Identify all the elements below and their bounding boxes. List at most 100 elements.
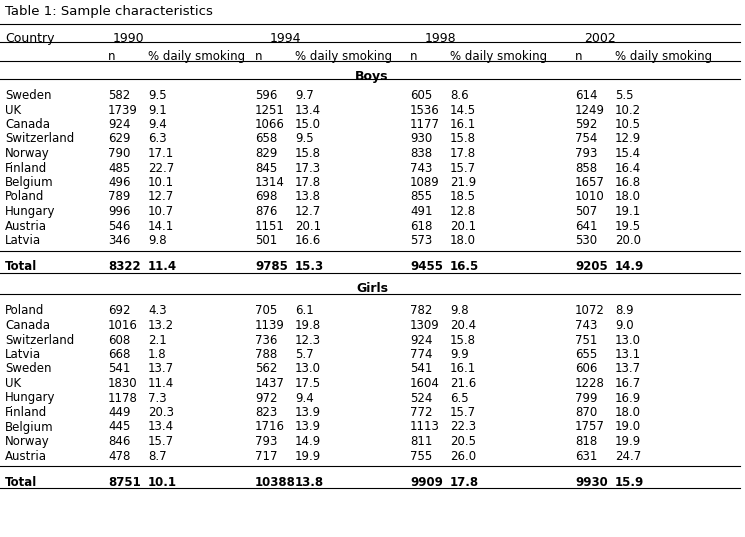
Text: 20.1: 20.1: [295, 220, 321, 233]
Text: 496: 496: [108, 176, 130, 189]
Text: 5.5: 5.5: [615, 89, 633, 102]
Text: 6.3: 6.3: [148, 133, 167, 146]
Text: 772: 772: [410, 406, 433, 419]
Text: 9.0: 9.0: [615, 319, 634, 332]
Text: Norway: Norway: [5, 435, 50, 448]
Text: 14.5: 14.5: [450, 104, 476, 117]
Text: 17.8: 17.8: [295, 176, 321, 189]
Text: Country: Country: [5, 32, 54, 45]
Text: 1998: 1998: [424, 32, 456, 45]
Text: 5.7: 5.7: [295, 348, 314, 361]
Text: 605: 605: [410, 89, 432, 102]
Text: 16.8: 16.8: [615, 176, 641, 189]
Text: 870: 870: [575, 406, 597, 419]
Text: 21.6: 21.6: [450, 377, 476, 390]
Text: % daily smoking: % daily smoking: [295, 50, 392, 63]
Text: Latvia: Latvia: [5, 348, 41, 361]
Text: 16.1: 16.1: [450, 118, 476, 131]
Text: 18.0: 18.0: [615, 406, 641, 419]
Text: 930: 930: [410, 133, 432, 146]
Text: 20.3: 20.3: [148, 406, 174, 419]
Text: 11.4: 11.4: [148, 377, 174, 390]
Text: 1536: 1536: [410, 104, 440, 117]
Text: Finland: Finland: [5, 406, 47, 419]
Text: 14.9: 14.9: [295, 435, 321, 448]
Text: Total: Total: [5, 476, 37, 489]
Text: 9.8: 9.8: [450, 304, 469, 317]
Text: 1151: 1151: [255, 220, 285, 233]
Text: Belgium: Belgium: [5, 176, 54, 189]
Text: 501: 501: [255, 234, 277, 247]
Text: 26.0: 26.0: [450, 449, 476, 462]
Text: 12.7: 12.7: [295, 205, 321, 218]
Text: 608: 608: [108, 333, 130, 346]
Text: 541: 541: [108, 362, 130, 375]
Text: 11.4: 11.4: [148, 260, 177, 273]
Text: 562: 562: [255, 362, 277, 375]
Text: 541: 541: [410, 362, 432, 375]
Text: Finland: Finland: [5, 162, 47, 175]
Text: 546: 546: [108, 220, 130, 233]
Text: 13.9: 13.9: [295, 406, 321, 419]
Text: 22.7: 22.7: [148, 162, 174, 175]
Text: 15.8: 15.8: [450, 333, 476, 346]
Text: 13.2: 13.2: [148, 319, 174, 332]
Text: 2002: 2002: [584, 32, 616, 45]
Text: 20.5: 20.5: [450, 435, 476, 448]
Text: 16.7: 16.7: [615, 377, 641, 390]
Text: 1739: 1739: [108, 104, 138, 117]
Text: 668: 668: [108, 348, 130, 361]
Text: 13.8: 13.8: [295, 476, 324, 489]
Text: 15.8: 15.8: [295, 147, 321, 160]
Text: 717: 717: [255, 449, 277, 462]
Text: 13.1: 13.1: [615, 348, 641, 361]
Text: 924: 924: [410, 333, 433, 346]
Text: 596: 596: [255, 89, 277, 102]
Text: 1072: 1072: [575, 304, 605, 317]
Text: 10388: 10388: [255, 476, 296, 489]
Text: 13.7: 13.7: [148, 362, 174, 375]
Text: 10.7: 10.7: [148, 205, 174, 218]
Text: 655: 655: [575, 348, 597, 361]
Text: 9930: 9930: [575, 476, 608, 489]
Text: 12.9: 12.9: [615, 133, 641, 146]
Text: 13.4: 13.4: [148, 420, 174, 433]
Text: 15.3: 15.3: [295, 260, 324, 273]
Text: 1139: 1139: [255, 319, 285, 332]
Text: 790: 790: [108, 147, 130, 160]
Text: 10.5: 10.5: [615, 118, 641, 131]
Text: Poland: Poland: [5, 191, 45, 204]
Text: 1113: 1113: [410, 420, 440, 433]
Text: 8.9: 8.9: [615, 304, 634, 317]
Text: 618: 618: [410, 220, 432, 233]
Text: 9909: 9909: [410, 476, 443, 489]
Text: 16.5: 16.5: [450, 260, 479, 273]
Text: 614: 614: [575, 89, 597, 102]
Text: 15.0: 15.0: [295, 118, 321, 131]
Text: 15.8: 15.8: [450, 133, 476, 146]
Text: 606: 606: [575, 362, 597, 375]
Text: Latvia: Latvia: [5, 234, 41, 247]
Text: 793: 793: [255, 435, 277, 448]
Text: 799: 799: [575, 391, 597, 404]
Text: 705: 705: [255, 304, 277, 317]
Text: 22.3: 22.3: [450, 420, 476, 433]
Text: 9.5: 9.5: [148, 89, 167, 102]
Text: 582: 582: [108, 89, 130, 102]
Text: 6.5: 6.5: [450, 391, 469, 404]
Text: 9.9: 9.9: [450, 348, 469, 361]
Text: 8751: 8751: [108, 476, 141, 489]
Text: 774: 774: [410, 348, 433, 361]
Text: 8322: 8322: [108, 260, 141, 273]
Text: 1066: 1066: [255, 118, 285, 131]
Text: 7.3: 7.3: [148, 391, 167, 404]
Text: Switzerland: Switzerland: [5, 333, 74, 346]
Text: 13.8: 13.8: [295, 191, 321, 204]
Text: Girls: Girls: [356, 281, 388, 294]
Text: 838: 838: [410, 147, 432, 160]
Text: 17.1: 17.1: [148, 147, 174, 160]
Text: Hungary: Hungary: [5, 391, 55, 404]
Text: 751: 751: [575, 333, 597, 346]
Text: Austria: Austria: [5, 449, 47, 462]
Text: 24.7: 24.7: [615, 449, 641, 462]
